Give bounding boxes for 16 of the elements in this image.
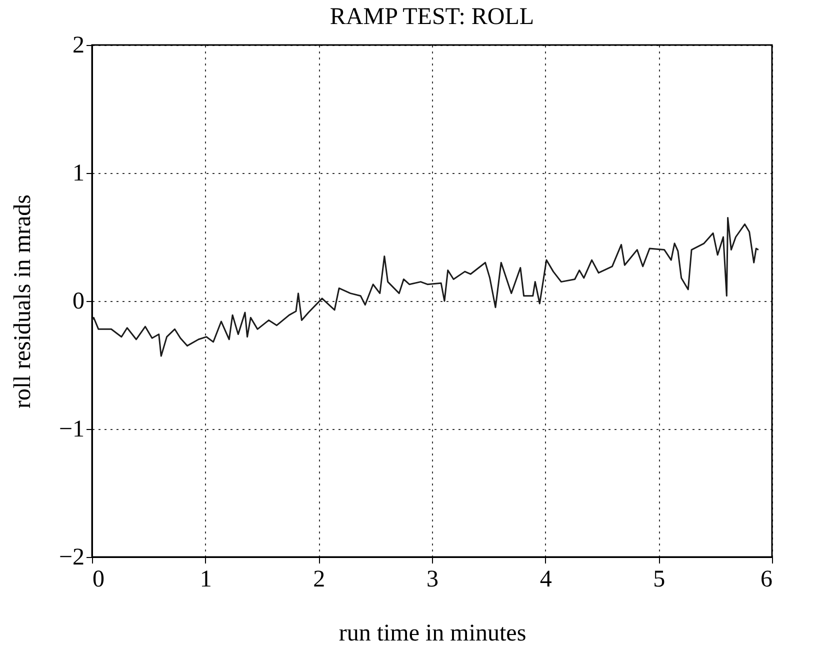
x-tick-label: 4	[540, 566, 552, 592]
x-tick-label: 6	[760, 566, 772, 592]
x-tick-label: 3	[426, 566, 438, 592]
chart-title: RAMP TEST: ROLL	[330, 4, 534, 30]
y-tick-label: 0	[72, 288, 84, 314]
y-tick-label: −2	[58, 544, 84, 570]
x-tick-label: 0	[92, 566, 104, 592]
y-tick-label: 1	[72, 160, 84, 186]
x-tick-label: 2	[313, 566, 326, 592]
line-series	[92, 217, 760, 357]
y-axis-title: roll residuals in mrads	[10, 194, 36, 408]
y-tick-label: −1	[58, 416, 84, 442]
x-tick-label: 5	[653, 566, 666, 592]
x-axis-title: run time in minutes	[338, 620, 526, 646]
y-tick-label: 2	[72, 32, 84, 58]
x-tick-label: 1	[200, 566, 212, 592]
